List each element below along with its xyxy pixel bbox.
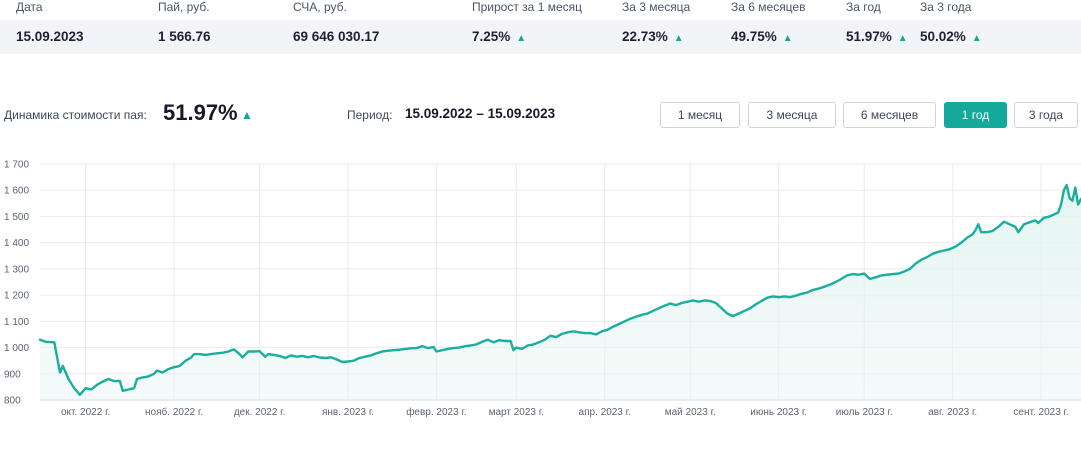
y-tick-label: 1 100 — [4, 317, 29, 328]
x-tick-label: июнь 2023 г. — [750, 407, 807, 418]
stats-nav-value: 69 646 030.17 — [293, 29, 380, 44]
y-tick-label: 1 600 — [4, 186, 29, 197]
series-line — [38, 183, 1081, 396]
stats-unit-price-value: 1 566.76 — [158, 29, 211, 44]
x-tick-label: окт. 2022 г. — [61, 407, 110, 418]
up-arrow-icon: ▲ — [782, 33, 793, 44]
stats-header-growth-1y: За год — [846, 0, 881, 14]
stats-growth-3y: 50.02% ▲ — [920, 29, 982, 44]
y-tick-label: 1 000 — [4, 343, 29, 354]
stats-growth-3m-value: 22.73% — [622, 29, 668, 44]
x-tick-label: июль 2023 г. — [836, 407, 893, 418]
x-tick-label: авг. 2023 г. — [928, 407, 977, 418]
stats-date-value: 15.09.2023 — [16, 29, 84, 44]
y-tick-label: 1 200 — [4, 291, 29, 302]
stats-growth-6m-value: 49.75% — [731, 29, 777, 44]
x-tick-label: февр. 2023 г. — [406, 406, 466, 418]
stats-growth-1m-value: 7.25% — [472, 29, 511, 44]
stats-header-growth-6m: За 6 месяцев — [731, 0, 806, 14]
up-arrow-icon: ▲ — [971, 33, 982, 44]
y-tick-label: 1 700 — [4, 160, 29, 171]
stats-growth-1y-value: 51.97% — [846, 29, 892, 44]
y-tick-label: 900 — [4, 369, 21, 380]
stats-header-nav: СЧА, руб. — [293, 0, 347, 14]
series-area — [40, 185, 1081, 400]
up-arrow-icon: ▲ — [516, 33, 527, 44]
x-tick-label: янв. 2023 г. — [322, 407, 374, 418]
x-tick-label: апр. 2023 г. — [579, 407, 631, 418]
y-tick-label: 1 500 — [4, 212, 29, 223]
period-label: Период: — [347, 108, 393, 122]
stats-growth-1m: 7.25% ▲ — [472, 29, 526, 44]
up-arrow-icon: ▲ — [673, 33, 684, 44]
y-tick-label: 800 — [4, 396, 21, 407]
stats-header-unit-price: Пай, руб. — [158, 0, 210, 14]
range-button-6-months[interactable]: 6 месяцев — [843, 102, 936, 128]
range-button-1-month[interactable]: 1 месяц — [660, 102, 740, 128]
dynamics-label: Динамика стоимости пая: — [4, 108, 147, 122]
stats-growth-6m: 49.75% ▲ — [731, 29, 793, 44]
stats-header-row: Дата Пай, руб. СЧА, руб. Прирост за 1 ме… — [0, 0, 1081, 18]
stats-value-row: 15.09.2023 1 566.76 69 646 030.17 7.25% ▲… — [0, 20, 1081, 54]
period-value: 15.09.2022 – 15.09.2023 — [405, 106, 556, 121]
x-tick-label: май 2023 г. — [665, 407, 716, 418]
unit-value-chart: 800 900 1 000 1 100 1 200 1 300 1 400 1 500 1 60… — [4, 160, 1081, 418]
stats-growth-3m: 22.73% ▲ — [622, 29, 684, 44]
range-button-3-months[interactable]: 3 месяца — [748, 102, 836, 128]
up-arrow-icon: ▲ — [241, 108, 253, 122]
y-tick-label: 1 400 — [4, 238, 29, 249]
x-tick-label: сент. 2023 г. — [1013, 407, 1068, 418]
stats-header-growth-3m: За 3 месяца — [622, 0, 691, 14]
x-tick-label: дек. 2022 г. — [234, 407, 286, 418]
stats-growth-1y: 51.97% ▲ — [846, 29, 908, 44]
up-arrow-icon: ▲ — [897, 33, 908, 44]
stats-header-date: Дата — [16, 0, 43, 14]
range-button-3-years[interactable]: 3 года — [1014, 102, 1078, 128]
y-tick-label: 1 300 — [4, 264, 29, 275]
x-tick-label: нояб. 2022 г. — [145, 406, 203, 418]
stats-growth-3y-value: 50.02% — [920, 29, 966, 44]
x-tick-label: март 2023 г. — [489, 407, 544, 418]
dynamics-value: 51.97% — [163, 100, 238, 125]
stats-header-growth-1m: Прирост за 1 месяц — [472, 0, 582, 14]
stats-header-growth-3y: За 3 года — [920, 0, 972, 14]
range-button-1-year[interactable]: 1 год — [944, 102, 1007, 128]
